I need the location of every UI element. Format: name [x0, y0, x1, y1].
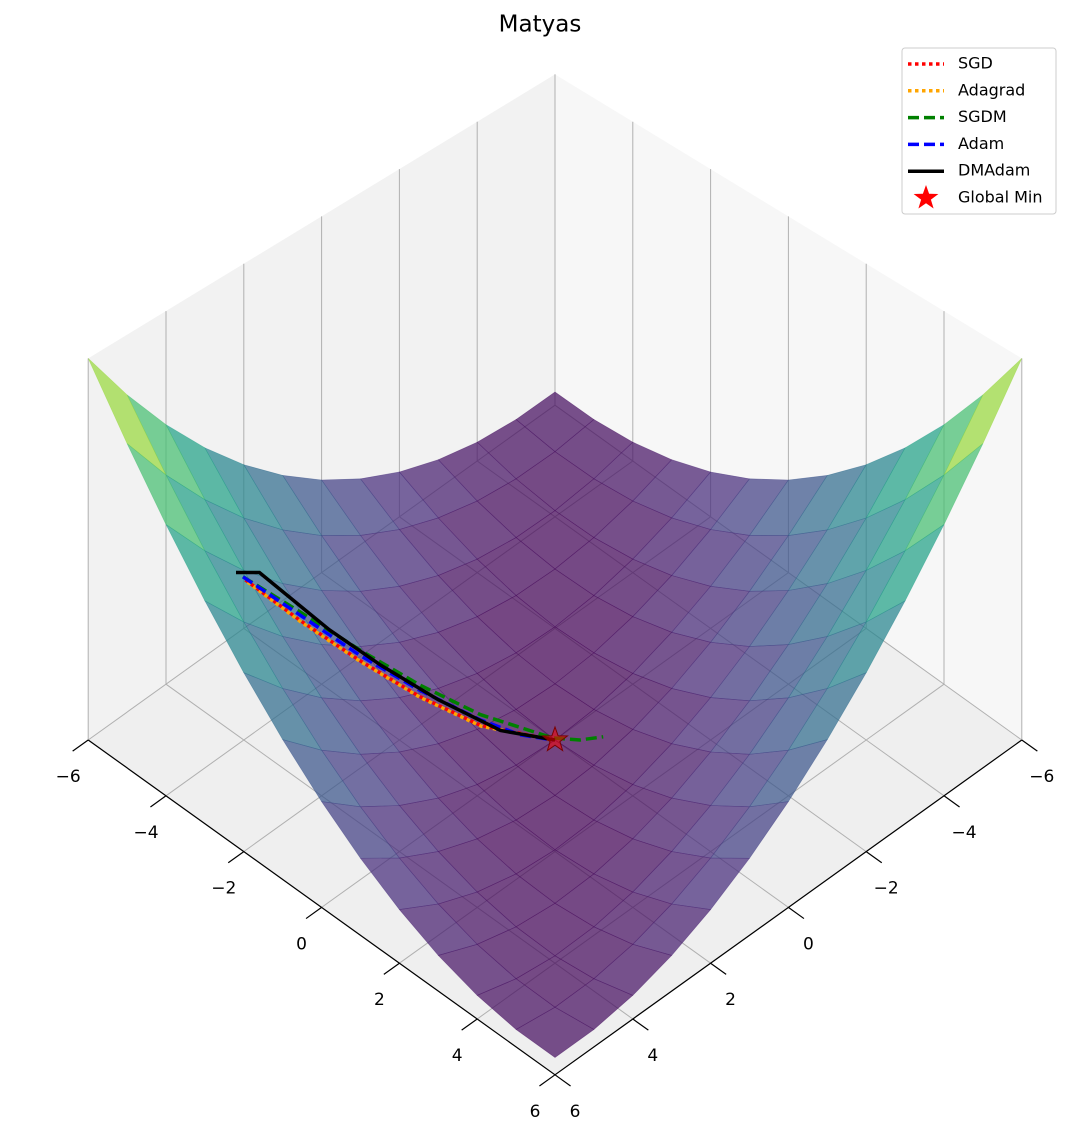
- y-tick-label: 0: [803, 934, 814, 954]
- x-tick: [461, 1018, 478, 1031]
- legend-label: Adagrad: [958, 80, 1025, 99]
- x-tick-label: 0: [296, 934, 307, 954]
- legend-label: Global Min: [958, 188, 1043, 207]
- y-tick: [1021, 739, 1038, 752]
- y-tick: [788, 906, 805, 920]
- x-tick-label: 6: [530, 1102, 541, 1122]
- y-tick-label: 2: [725, 990, 736, 1010]
- y-tick: [554, 1074, 571, 1087]
- x-tick: [383, 962, 400, 975]
- surface-patch: [515, 1006, 595, 1058]
- y-tick-label: −2: [874, 879, 899, 899]
- x-tick: [72, 739, 89, 752]
- x-tick: [305, 906, 322, 920]
- legend-label: Adam: [958, 134, 1004, 153]
- trajectory: [236, 570, 556, 742]
- y-tick: [943, 795, 960, 808]
- global-min-marker: [541, 725, 569, 752]
- x-tick: [227, 851, 245, 864]
- legend-label: DMAdam: [958, 161, 1030, 180]
- x-tick: [539, 1074, 556, 1087]
- chart-title: Matyas: [499, 12, 582, 38]
- x-tick-label: −2: [211, 879, 236, 899]
- legend-label: SGDM: [958, 107, 1007, 126]
- y-tick: [632, 1018, 649, 1031]
- x-tick-label: −4: [133, 823, 158, 843]
- legend-label: SGD: [958, 54, 993, 73]
- x-tick-label: −6: [56, 767, 81, 787]
- y-tick-label: 6: [570, 1102, 581, 1122]
- y-tick-label: −4: [951, 823, 976, 843]
- trajectory: [242, 575, 604, 742]
- x-tick-label: 4: [452, 1046, 463, 1066]
- y-tick-label: 4: [647, 1046, 658, 1066]
- legend-swatch: [913, 185, 939, 209]
- x-tick-label: 2: [374, 990, 385, 1010]
- y-tick: [865, 851, 883, 864]
- x-tick: [150, 795, 167, 808]
- y-tick: [710, 962, 727, 975]
- y-tick-label: −6: [1029, 767, 1054, 787]
